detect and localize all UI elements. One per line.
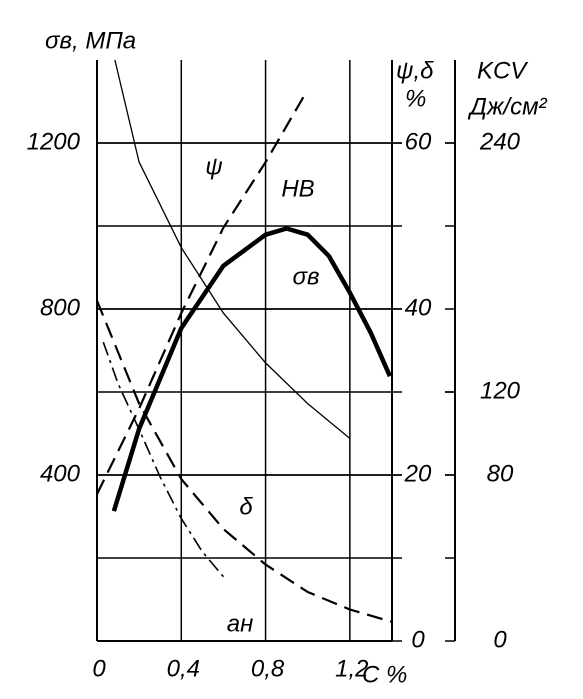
y2-axis-title: % <box>405 85 426 112</box>
x-tick-label: 0 <box>92 655 106 682</box>
x-tick-label: 0,4 <box>167 655 200 682</box>
y2-axis-title: ψ,δ <box>396 57 434 84</box>
series-label: δ <box>239 493 253 520</box>
y3-axis-title: Дж/см² <box>467 93 548 120</box>
y2-tick-label: 60 <box>405 128 432 155</box>
y-tick-label: 800 <box>40 294 81 321</box>
y2-tick-label: 0 <box>411 626 425 653</box>
y-axis-title: σв, МПа <box>45 27 136 54</box>
y3-tick-label: 0 <box>493 626 507 653</box>
y2-tick-label: 20 <box>404 460 432 487</box>
series-line <box>111 226 392 512</box>
x-tick-label: 0,8 <box>251 655 285 682</box>
y3-tick-label: 120 <box>480 377 521 404</box>
y3-axis-title: KCV <box>477 57 528 84</box>
series-label: HB <box>281 175 314 202</box>
x-axis-title: C % <box>362 661 407 688</box>
series-line <box>114 59 351 440</box>
series-label: ψ <box>205 153 222 180</box>
series-label: σв <box>293 263 320 290</box>
y3-tick-label: 240 <box>479 128 521 155</box>
y2-tick-label: 40 <box>405 294 432 321</box>
series-line <box>95 300 393 623</box>
y-tick-label: 400 <box>40 460 81 487</box>
series-label: aн <box>227 610 254 637</box>
x-tick-label: 1,2 <box>335 655 368 682</box>
y3-tick-label: 80 <box>487 460 514 487</box>
series-line <box>102 341 225 578</box>
series-line <box>96 96 305 495</box>
y-tick-label: 1200 <box>27 128 81 155</box>
